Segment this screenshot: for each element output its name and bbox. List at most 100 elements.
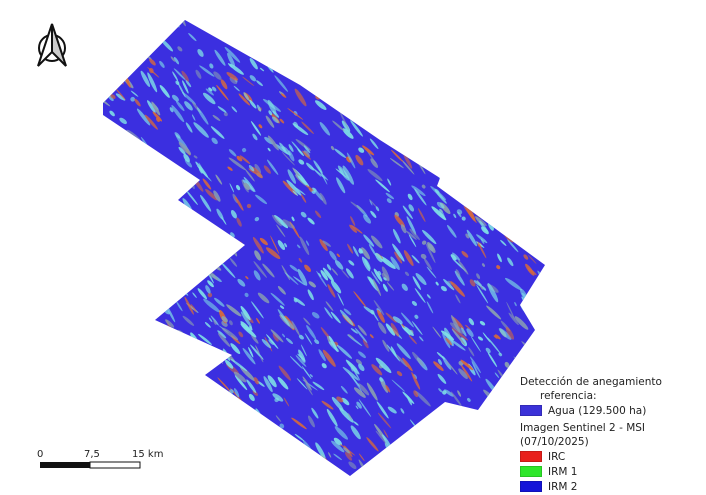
- raster-patch: [144, 459, 160, 476]
- raster-patch: [529, 124, 536, 130]
- raster-patch: [545, 29, 550, 35]
- raster-patch: [514, 23, 519, 29]
- raster-patch: [484, 453, 490, 460]
- raster-patch: [533, 189, 544, 200]
- raster-patch: [308, 281, 317, 288]
- raster-patch: [173, 56, 180, 65]
- raster-patch: [353, 387, 366, 398]
- raster-patch: [174, 20, 180, 28]
- raster-patch: [537, 238, 543, 243]
- raster-patch: [492, 418, 500, 428]
- raster-patch: [375, 430, 389, 446]
- raster-patch: [113, 322, 118, 327]
- raster-patch: [447, 224, 457, 238]
- raster-patch: [249, 325, 253, 331]
- raster-patch: [265, 247, 281, 259]
- raster-patch: [455, 93, 461, 103]
- raster-patch: [268, 110, 273, 116]
- raster-patch: [207, 292, 213, 298]
- raster-patch: [382, 339, 390, 352]
- raster-patch: [281, 449, 287, 456]
- raster-patch: [458, 66, 468, 78]
- raster-patch: [519, 20, 526, 24]
- raster-patch: [284, 243, 288, 248]
- raster-patch: [385, 385, 391, 393]
- raster-patch: [250, 344, 264, 360]
- raster-patch: [266, 159, 279, 175]
- raster-patch: [173, 267, 177, 272]
- raster-patch: [358, 351, 366, 359]
- raster-patch: [328, 335, 338, 353]
- raster-patch: [192, 370, 202, 385]
- raster-patch: [267, 147, 271, 152]
- scale-label-end: 15 km: [132, 449, 164, 460]
- raster-patch: [233, 371, 247, 383]
- raster-patch: [103, 97, 111, 107]
- raster-patch: [374, 105, 382, 112]
- raster-patch: [248, 393, 255, 402]
- raster-patch: [234, 196, 244, 211]
- raster-patch: [190, 369, 194, 374]
- raster-patch: [540, 273, 545, 286]
- raster-patch: [307, 415, 315, 428]
- raster-patch: [390, 256, 400, 271]
- raster-patch: [170, 56, 176, 62]
- raster-patch: [386, 198, 392, 204]
- raster-patch: [356, 79, 361, 84]
- raster-patch: [109, 110, 115, 117]
- raster-patch: [386, 469, 397, 476]
- raster-patch: [229, 257, 238, 267]
- raster-patch: [371, 235, 383, 249]
- raster-patch: [484, 453, 492, 462]
- raster-patch: [175, 100, 185, 112]
- raster-patch: [362, 145, 375, 156]
- raster-patch: [410, 52, 419, 61]
- raster-patch: [229, 462, 235, 467]
- raster-patch: [391, 111, 397, 116]
- raster-patch: [133, 429, 140, 437]
- raster-patch: [261, 339, 272, 349]
- raster-patch: [458, 112, 465, 120]
- raster-patch: [183, 374, 190, 381]
- raster-patch: [450, 391, 462, 407]
- raster-patch: [438, 388, 443, 393]
- raster-patch: [487, 441, 496, 449]
- raster-patch: [257, 380, 265, 387]
- raster-patch: [528, 254, 537, 264]
- raster-patch: [445, 337, 453, 346]
- raster-patch: [330, 81, 347, 96]
- legend: Detección de anegamiento referencia: Agu…: [520, 375, 706, 494]
- raster-patch: [202, 402, 209, 409]
- raster-patch: [421, 20, 433, 23]
- raster-patch: [331, 396, 344, 412]
- raster-patch: [387, 178, 392, 186]
- raster-patch: [133, 207, 148, 223]
- raster-patch: [369, 200, 373, 206]
- raster-patch: [115, 304, 120, 309]
- raster-patch: [532, 237, 537, 243]
- raster-patch: [120, 129, 126, 135]
- raster-patch: [300, 344, 307, 357]
- raster-patch: [527, 267, 537, 276]
- legend-label: IRM 1: [548, 465, 578, 478]
- raster-patch: [341, 397, 350, 406]
- raster-patch: [409, 116, 426, 130]
- raster-patch: [315, 100, 327, 110]
- raster-patch: [103, 287, 114, 297]
- raster-patch: [116, 437, 127, 453]
- raster-patch: [256, 80, 263, 87]
- raster-patch: [459, 425, 466, 436]
- raster-patch: [469, 152, 476, 161]
- raster-patch: [122, 135, 130, 149]
- raster-patch: [336, 177, 346, 194]
- raster-patch: [163, 455, 170, 461]
- raster-patch: [401, 52, 406, 57]
- raster-patch: [495, 470, 508, 476]
- raster-patch: [435, 107, 441, 114]
- raster-patch: [313, 71, 320, 83]
- raster-patch: [260, 356, 264, 363]
- raster-patch: [103, 364, 106, 373]
- raster-patch: [291, 33, 305, 50]
- raster-patch: [500, 239, 507, 246]
